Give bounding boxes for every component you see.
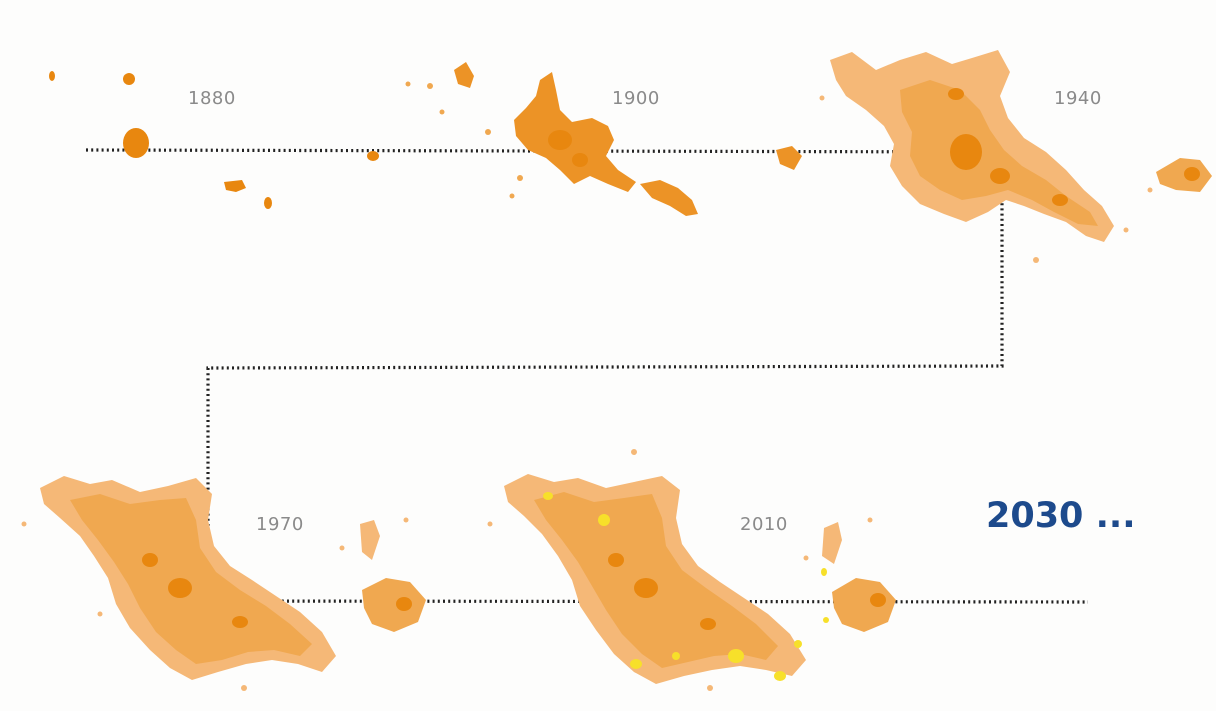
year-label-1940: 1940 bbox=[1054, 88, 1102, 109]
year-label-1970: 1970 bbox=[256, 514, 304, 535]
year-label-2010: 2010 bbox=[740, 514, 788, 535]
urban-area-1970 bbox=[21, 476, 426, 691]
urban-area-1880 bbox=[49, 71, 379, 209]
year-label-1900: 1900 bbox=[612, 88, 660, 109]
urban-area-1940 bbox=[819, 50, 1212, 263]
timeline-path bbox=[85, 148, 1089, 604]
future-year-label: 2030 ... bbox=[986, 496, 1136, 536]
urban-area-1900 bbox=[405, 62, 802, 216]
year-label-1880: 1880 bbox=[188, 88, 236, 109]
urban-area-2010 bbox=[487, 449, 896, 691]
